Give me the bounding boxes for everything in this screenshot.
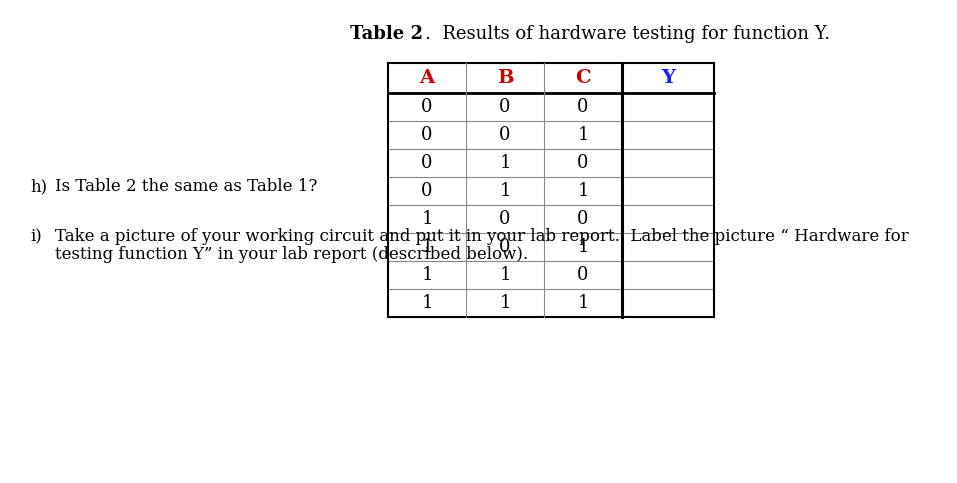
Text: 1: 1 bbox=[421, 294, 433, 312]
Text: 0: 0 bbox=[500, 238, 511, 256]
Text: Is Table 2 the same as Table 1?: Is Table 2 the same as Table 1? bbox=[55, 178, 318, 195]
Text: A: A bbox=[419, 69, 434, 87]
Text: 1: 1 bbox=[500, 294, 511, 312]
Text: 1: 1 bbox=[577, 238, 589, 256]
Text: C: C bbox=[575, 69, 590, 87]
Text: h): h) bbox=[30, 178, 47, 195]
Text: i): i) bbox=[30, 228, 42, 245]
Text: 1: 1 bbox=[421, 238, 433, 256]
Text: 0: 0 bbox=[577, 154, 589, 172]
Text: 1: 1 bbox=[421, 210, 433, 228]
Text: testing function Y” in your lab report (described below).: testing function Y” in your lab report (… bbox=[55, 246, 528, 263]
Text: Table 2: Table 2 bbox=[350, 25, 423, 43]
Text: 1: 1 bbox=[421, 266, 433, 284]
Text: 0: 0 bbox=[577, 266, 589, 284]
Text: 1: 1 bbox=[577, 126, 589, 144]
Text: 1: 1 bbox=[500, 154, 511, 172]
Text: B: B bbox=[497, 69, 513, 87]
Text: 0: 0 bbox=[421, 154, 433, 172]
Text: .  Results of hardware testing for function Y.: . Results of hardware testing for functi… bbox=[425, 25, 830, 43]
Text: 0: 0 bbox=[500, 126, 511, 144]
Text: 0: 0 bbox=[421, 126, 433, 144]
Text: 0: 0 bbox=[500, 210, 511, 228]
Text: 0: 0 bbox=[500, 98, 511, 116]
Text: 0: 0 bbox=[421, 182, 433, 200]
Text: 0: 0 bbox=[577, 210, 589, 228]
Bar bbox=[388, 63, 714, 317]
Text: 1: 1 bbox=[577, 182, 589, 200]
Text: 1: 1 bbox=[500, 266, 511, 284]
Text: 0: 0 bbox=[577, 98, 589, 116]
Text: 0: 0 bbox=[421, 98, 433, 116]
Text: Y: Y bbox=[661, 69, 675, 87]
Text: 1: 1 bbox=[577, 294, 589, 312]
Text: Take a picture of your working circuit and put it in your lab report.  Label the: Take a picture of your working circuit a… bbox=[55, 228, 909, 245]
Text: 1: 1 bbox=[500, 182, 511, 200]
